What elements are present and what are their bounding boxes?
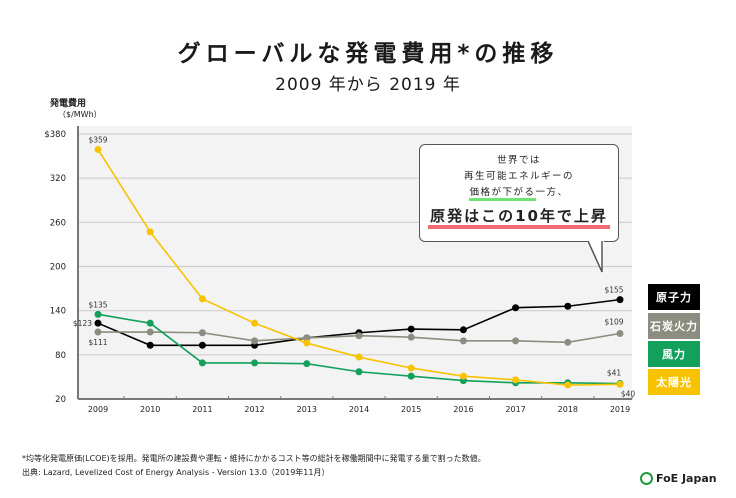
data-point — [616, 329, 624, 337]
x-tick-label: 2013 — [297, 405, 317, 414]
data-point — [355, 353, 363, 361]
callout-line3-rest: 一方、 — [535, 187, 569, 198]
y-tick-label: 260 — [50, 218, 66, 228]
data-label: $41 — [607, 369, 622, 378]
data-point — [146, 319, 154, 327]
data-point — [407, 333, 415, 341]
data-label: $123 — [73, 319, 92, 328]
data-point — [303, 334, 311, 342]
data-point — [512, 376, 520, 384]
y-tick-label: $380 — [44, 130, 66, 140]
x-tick-label: 2017 — [505, 405, 525, 414]
data-point — [407, 364, 415, 372]
chart-subtitle: 2009 年から 2019 年 — [275, 75, 461, 95]
data-point — [146, 328, 154, 336]
x-tick-label: 2009 — [88, 405, 108, 414]
data-point — [251, 359, 259, 367]
y-axis-unit: （$/MWh） — [58, 110, 102, 119]
x-tick-label: 2010 — [140, 405, 160, 414]
data-point — [94, 310, 102, 318]
data-point — [198, 359, 206, 367]
callout-line4: 原発はこの10年で上昇 — [420, 205, 618, 229]
callout-highlight-red: 原発はこの10年で上昇 — [428, 207, 610, 229]
data-point — [146, 228, 154, 236]
data-point — [146, 341, 154, 349]
x-tick-label: 2014 — [349, 405, 369, 414]
data-point — [564, 302, 572, 310]
data-label: $111 — [88, 338, 107, 347]
callout-line2: 再生可能エネルギーの — [463, 171, 574, 182]
data-point — [564, 381, 572, 389]
foe-logo: FoE Japan — [640, 472, 717, 485]
y-tick-label: 20 — [55, 395, 66, 405]
footnote: *均等化発電原価(LCOE)を採用。発電所の建設費や運転・維持にかかるコスト等の… — [22, 454, 486, 463]
data-label: $109 — [604, 317, 623, 326]
data-point — [459, 337, 467, 345]
callout-tail — [588, 240, 604, 273]
legend-wind: 風力 — [648, 341, 700, 367]
data-point — [616, 296, 624, 304]
x-tick-label: 2011 — [192, 405, 212, 414]
source-note: 出典: Lazard, Levelized Cost of Energy Ana… — [22, 468, 330, 477]
data-label: $155 — [604, 286, 623, 295]
x-tick-label: 2015 — [401, 405, 421, 414]
data-point — [251, 337, 259, 345]
data-point — [616, 380, 624, 388]
logo-text: FoE Japan — [656, 472, 717, 485]
callout-highlight-green: 価格が下がる — [469, 187, 536, 201]
x-tick-label: 2019 — [610, 405, 630, 414]
x-tick-label: 2018 — [558, 405, 578, 414]
y-tick-label: 320 — [50, 174, 66, 184]
logo-ring-icon — [640, 472, 653, 485]
data-point — [251, 319, 259, 327]
data-point — [512, 304, 520, 312]
data-label: $359 — [88, 135, 107, 144]
data-point — [407, 372, 415, 380]
data-point — [198, 341, 206, 349]
callout-line1: 世界では — [496, 155, 541, 166]
data-point — [355, 368, 363, 376]
data-point — [94, 328, 102, 336]
legend-solar: 太陽光 — [648, 369, 700, 395]
y-axis-label: 発電費用 — [50, 99, 87, 109]
data-label: $135 — [88, 300, 107, 309]
data-point — [564, 338, 572, 346]
chart-title: グローバルな発電費用*の推移 — [177, 41, 559, 67]
callout-box: 世界では 再生可能エネルギーの 価格が下がる一方、 原発はこの10年で上昇 — [419, 144, 619, 242]
data-point — [198, 295, 206, 303]
data-point — [303, 339, 311, 347]
callout-line3: 価格が下がる一方、 — [420, 185, 618, 201]
legend-coal: 石炭火力 — [648, 313, 700, 339]
x-tick-label: 2016 — [453, 405, 473, 414]
data-point — [512, 337, 520, 345]
data-point — [198, 329, 206, 337]
x-tick-label: 2012 — [244, 405, 264, 414]
y-tick-label: 140 — [50, 307, 66, 317]
data-point — [355, 332, 363, 340]
data-label: $40 — [621, 389, 636, 398]
y-tick-label: 80 — [55, 351, 66, 361]
legend-nuclear: 原子力 — [648, 284, 700, 310]
data-point — [459, 372, 467, 380]
data-point — [94, 319, 102, 327]
data-point — [94, 145, 102, 153]
data-point — [407, 325, 415, 333]
y-tick-label: 200 — [50, 263, 66, 273]
data-point — [303, 360, 311, 368]
data-point — [459, 326, 467, 334]
